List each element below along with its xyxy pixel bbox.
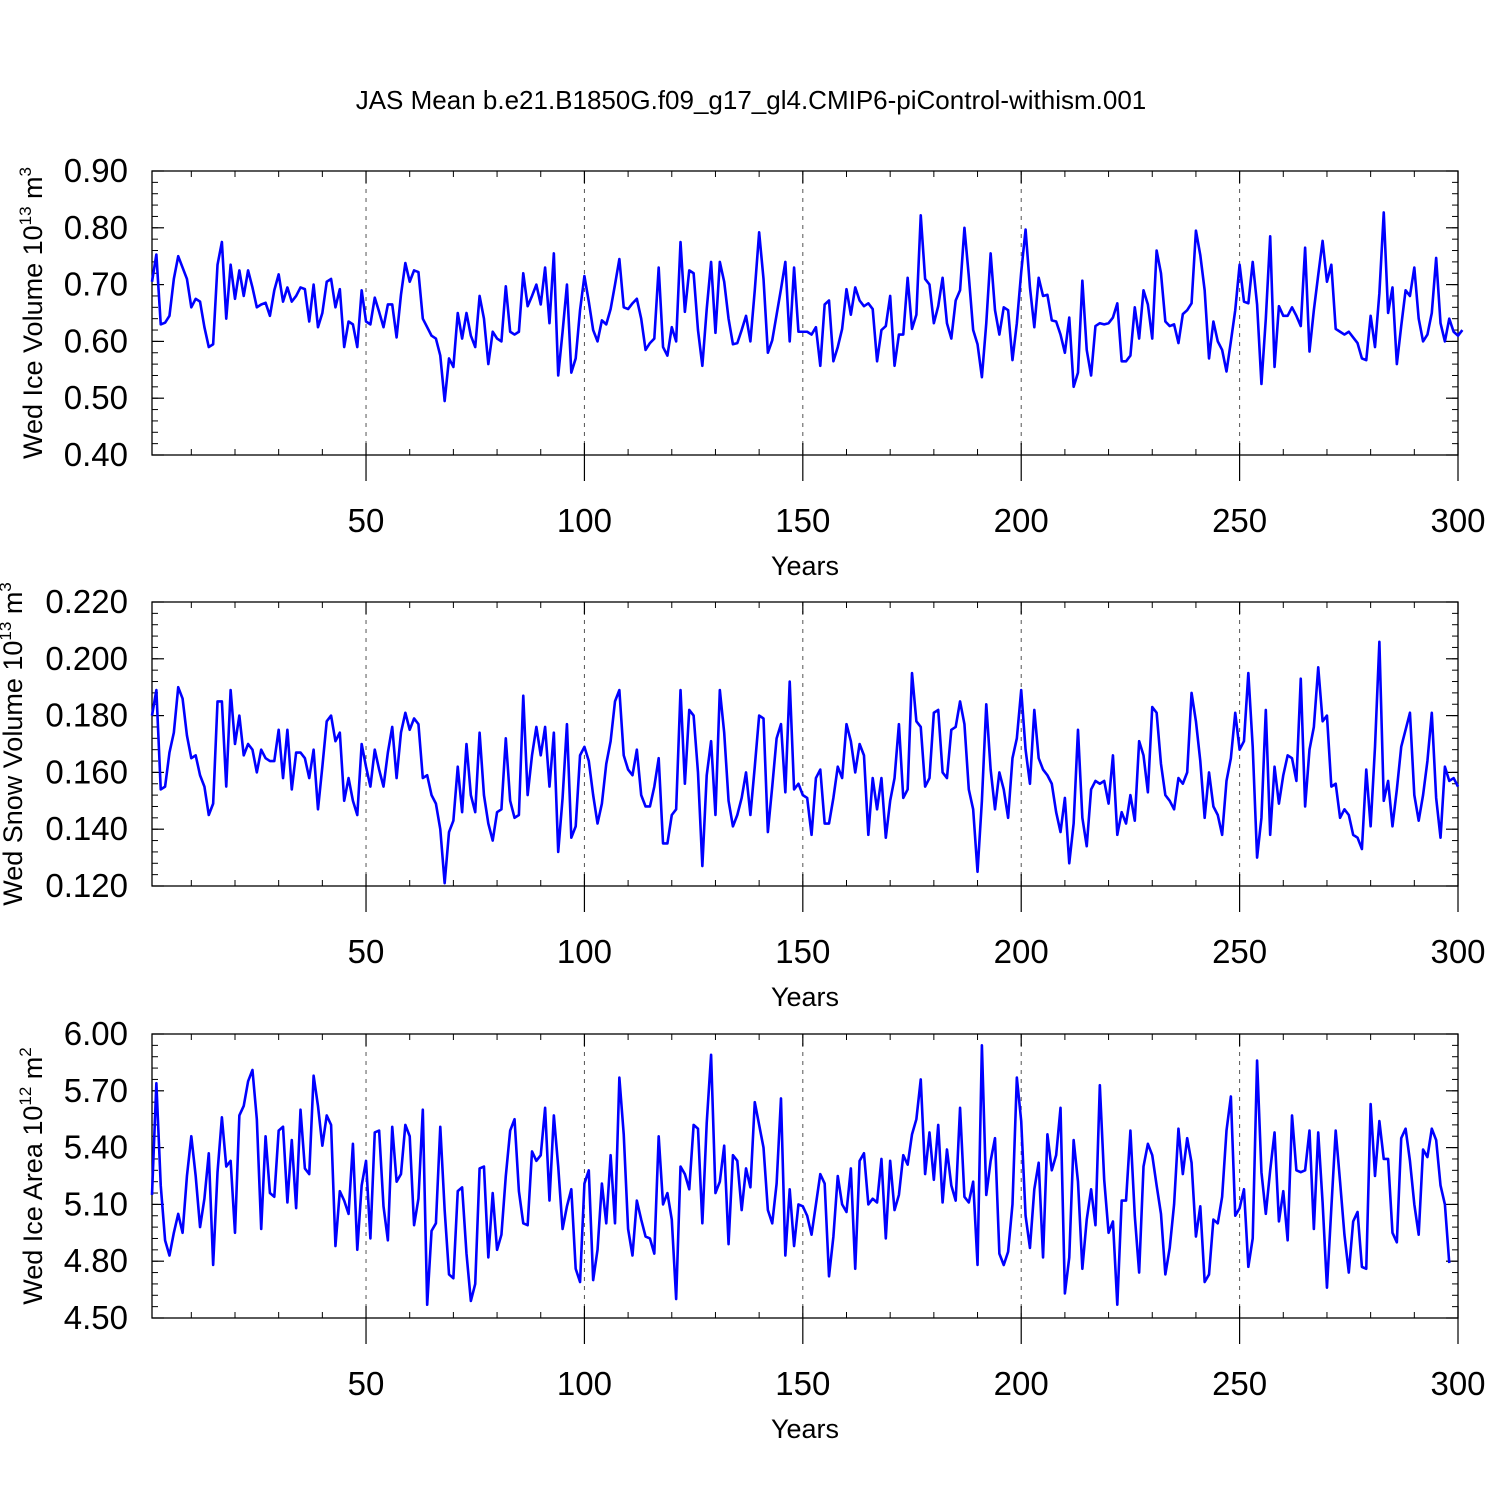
x-tick-label: 300: [1430, 933, 1485, 970]
y-tick-label: 0.140: [45, 810, 128, 847]
y-tick-label: 0.120: [45, 867, 128, 904]
x-tick-label: 250: [1212, 933, 1267, 970]
x-tick-label: 50: [348, 933, 385, 970]
x-tick-label: 50: [348, 1365, 385, 1402]
series-line: [150, 211, 1464, 403]
x-axis-label: Years: [771, 551, 839, 581]
x-tick-label: 300: [1430, 502, 1485, 539]
y-tick-label: 6.00: [64, 1015, 128, 1052]
y-axis-label: Wed Ice Volume 1013 m3: [16, 167, 48, 459]
x-tick-label: 100: [557, 502, 612, 539]
y-axis-label: Wed Snow Volume 1013 m3: [0, 582, 28, 906]
y-tick-label: 0.220: [45, 583, 128, 620]
y-tick-label: 0.50: [64, 379, 128, 416]
y-tick-label: 0.160: [45, 753, 128, 790]
x-tick-label: 150: [775, 933, 830, 970]
y-tick-label: 5.40: [64, 1129, 128, 1166]
x-axis-label: Years: [771, 982, 839, 1012]
panels: 0.40 0.50 0.60 0.70 0.80 0.90 50 100 150 200 250 30…: [0, 152, 1486, 1444]
x-tick-label: 200: [994, 1365, 1049, 1402]
series-line: [150, 1044, 1451, 1307]
plot-frame: [151, 170, 1459, 456]
panel-1: 0.40 0.50 0.60 0.70 0.80 0.90 50 100 150 200 250 30…: [16, 152, 1486, 581]
series-line: [150, 640, 1460, 885]
x-axis-label: Years: [771, 1414, 839, 1444]
y-tick-label: 0.60: [64, 322, 128, 359]
x-tick-label: 250: [1212, 1365, 1267, 1402]
panel-2: 0.120 0.140 0.160 0.180 0.200 0.220 50 100 150 20…: [0, 582, 1486, 1012]
plot-frame: [151, 601, 1459, 887]
x-tick-label: 100: [557, 1365, 612, 1402]
y-tick-label: 0.90: [64, 152, 128, 189]
y-tick-label: 0.200: [45, 640, 128, 677]
y-axis-label: Wed Ice Area 1012 m2: [16, 1047, 48, 1305]
y-tick-label: 5.10: [64, 1185, 128, 1222]
panel-3: 4.50 4.80 5.10 5.40 5.70 6.00 50 100 150 200 250 30…: [16, 1015, 1486, 1444]
x-tick-label: 50: [348, 502, 385, 539]
x-tick-label: 200: [994, 933, 1049, 970]
chart-title: JAS Mean b.e21.B1850G.f09_g17_gl4.CMIP6-…: [356, 85, 1147, 115]
y-tick-label: 0.180: [45, 697, 128, 734]
x-tick-label: 300: [1430, 1365, 1485, 1402]
x-tick-label: 150: [775, 1365, 830, 1402]
y-tick-label: 4.50: [64, 1299, 128, 1336]
y-tick-label: 0.40: [64, 436, 128, 473]
x-tick-label: 250: [1212, 502, 1267, 539]
x-tick-label: 150: [775, 502, 830, 539]
y-tick-label: 5.70: [64, 1072, 128, 1109]
x-tick-label: 100: [557, 933, 612, 970]
y-tick-label: 0.80: [64, 209, 128, 246]
y-tick-label: 4.80: [64, 1242, 128, 1279]
y-tick-label: 0.70: [64, 266, 128, 303]
x-tick-label: 200: [994, 502, 1049, 539]
